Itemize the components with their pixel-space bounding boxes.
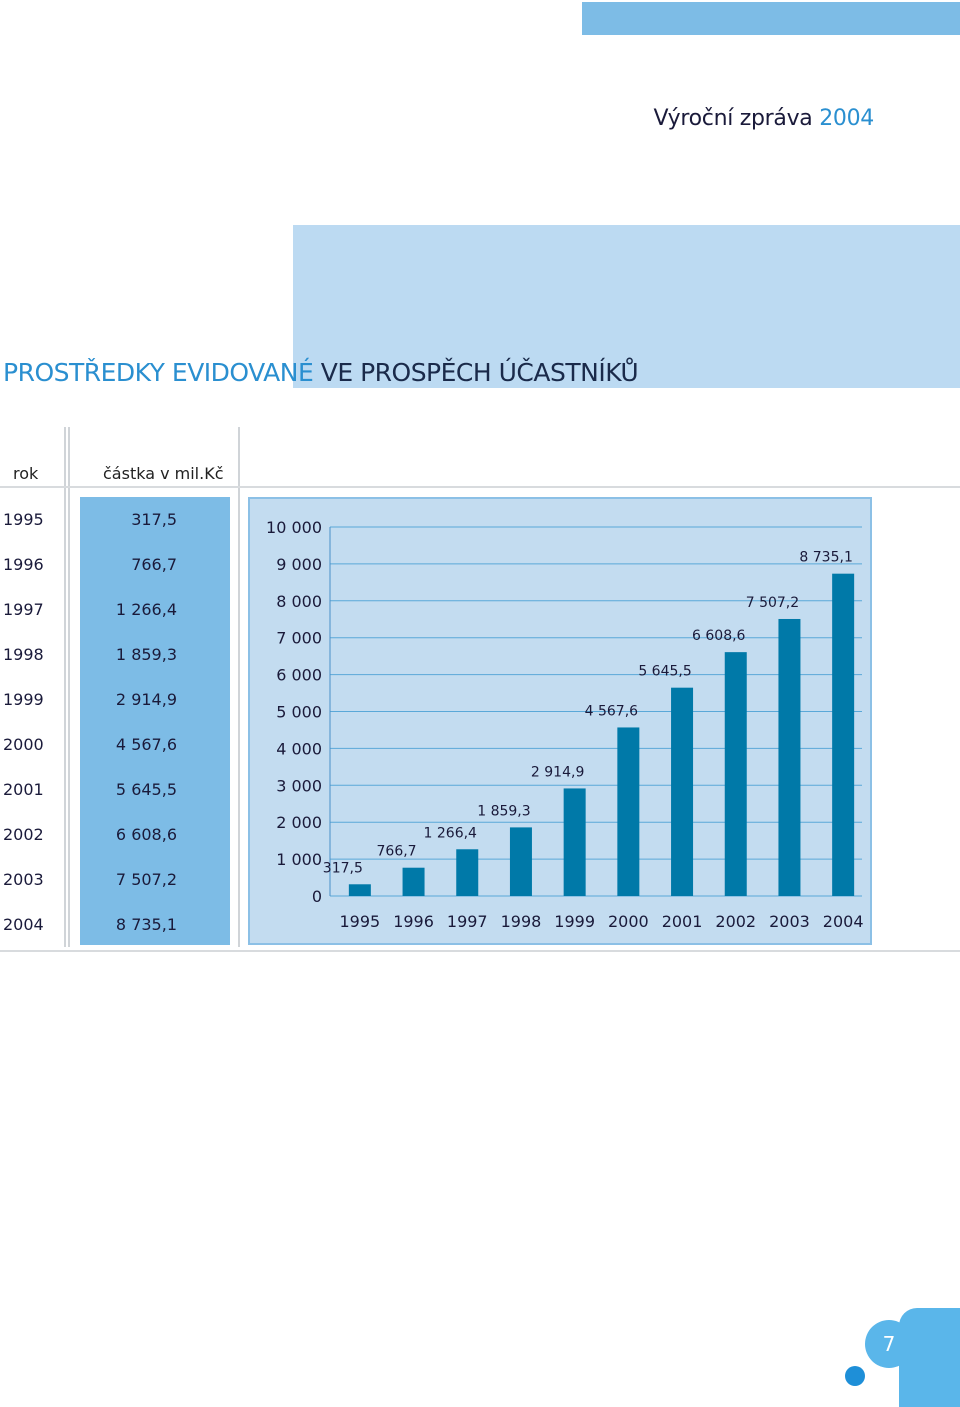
x-tick-label: 1998 <box>501 912 542 931</box>
report-title: Výroční zpráva 2004 <box>654 106 875 131</box>
bar <box>456 849 479 896</box>
page-number-dot <box>845 1366 865 1386</box>
table-cell-year: 1996 <box>3 555 44 574</box>
table-cell-year: 1998 <box>3 645 44 664</box>
page-corner-decoration <box>899 1308 960 1407</box>
y-tick-label: 4 000 <box>276 739 322 758</box>
table-cell-amount: 7 507,2 <box>115 870 177 889</box>
y-tick-label: 2 000 <box>276 813 322 832</box>
y-tick-label: 8 000 <box>276 592 322 611</box>
section-title-light: PROSTŘEDKY EVIDOVANÉ <box>3 358 314 387</box>
bar <box>509 827 532 896</box>
table-cell-amount: 1 859,3 <box>115 645 177 664</box>
table-cell-amount: 4 567,6 <box>115 735 177 754</box>
page-number: 7 <box>882 1332 896 1356</box>
bar-value-label: 317,5 <box>323 860 363 876</box>
section-title: PROSTŘEDKY EVIDOVANÉ VE PROSPĚCH ÚČASTNÍ… <box>3 358 639 387</box>
bar <box>348 884 371 896</box>
table-cell-year: 2002 <box>3 825 44 844</box>
bar-value-label: 1 266,4 <box>424 825 478 841</box>
bar-value-label: 6 608,6 <box>692 628 746 644</box>
amount-column-band <box>80 497 230 945</box>
table-divider <box>68 427 70 947</box>
table-cell-amount: 317,5 <box>131 510 177 529</box>
table-divider <box>64 427 66 947</box>
y-tick-label: 5 000 <box>276 703 322 722</box>
x-tick-label: 1999 <box>554 912 595 931</box>
bar-value-label: 1 859,3 <box>477 803 530 819</box>
page-number-circle <box>865 1320 913 1368</box>
table-cell-amount: 5 645,5 <box>115 780 177 799</box>
bar-chart-panel: 0 1 000 2 000 3 000 4 000 5 000 6 000 7 000 8 00… <box>248 497 872 945</box>
section-title-dark: VE PROSPĚCH ÚČASTNÍKŮ <box>320 358 639 387</box>
table-bottom-rule <box>0 950 960 952</box>
bar <box>832 573 855 896</box>
x-tick-label: 1996 <box>393 912 434 931</box>
bar <box>563 788 586 896</box>
report-title-text: Výroční zpráva <box>653 106 813 131</box>
x-tick-label: 1995 <box>339 912 380 931</box>
table-cell-year: 2001 <box>3 780 44 799</box>
x-tick-label: 1997 <box>447 912 488 931</box>
table-cell-amount: 766,7 <box>131 555 177 574</box>
table-cell-year: 2003 <box>3 870 44 889</box>
table-cell-year: 1999 <box>3 690 44 709</box>
table-cell-year: 2004 <box>3 915 44 934</box>
table-header-rule <box>0 486 960 488</box>
bar <box>778 618 801 896</box>
bar <box>402 867 425 896</box>
bar <box>671 687 694 896</box>
table-divider <box>238 427 240 947</box>
bar <box>617 727 640 896</box>
table-cell-year: 2000 <box>3 735 44 754</box>
column-header-amount: částka v mil.Kč <box>103 464 224 483</box>
bar-value-label: 2 914,9 <box>531 764 584 780</box>
bar-value-label: 766,7 <box>377 844 417 860</box>
y-tick-label: 0 <box>312 887 322 906</box>
x-tick-label: 2004 <box>823 912 864 931</box>
y-tick-label: 10 000 <box>266 518 322 537</box>
y-tick-label: 1 000 <box>276 850 322 869</box>
x-tick-label: 2002 <box>715 912 756 931</box>
report-title-year: 2004 <box>819 106 874 131</box>
bar <box>724 652 747 896</box>
header-accent-bar <box>582 2 960 35</box>
bar-value-label: 4 567,6 <box>585 703 639 719</box>
x-tick-label: 2003 <box>769 912 810 931</box>
table-cell-year: 1997 <box>3 600 44 619</box>
bar-value-label: 5 645,5 <box>638 664 691 680</box>
table-cell-amount: 2 914,9 <box>115 690 177 709</box>
y-tick-label: 7 000 <box>276 629 322 648</box>
y-tick-label: 9 000 <box>276 555 322 574</box>
y-tick-label: 6 000 <box>276 666 322 685</box>
x-tick-label: 2001 <box>662 912 703 931</box>
column-header-year: rok <box>13 464 39 483</box>
table-cell-amount: 8 735,1 <box>115 915 177 934</box>
bar-value-label: 7 507,2 <box>746 595 799 611</box>
table-cell-year: 1995 <box>3 510 44 529</box>
section-title-band <box>293 225 960 388</box>
table-cell-amount: 1 266,4 <box>115 600 177 619</box>
y-tick-label: 3 000 <box>276 776 322 795</box>
table-cell-amount: 6 608,6 <box>115 825 177 844</box>
bar-chart: 0 1 000 2 000 3 000 4 000 5 000 6 000 7 000 8 00… <box>266 518 864 931</box>
bar-value-label: 8 735,1 <box>799 550 852 566</box>
x-tick-label: 2000 <box>608 912 649 931</box>
